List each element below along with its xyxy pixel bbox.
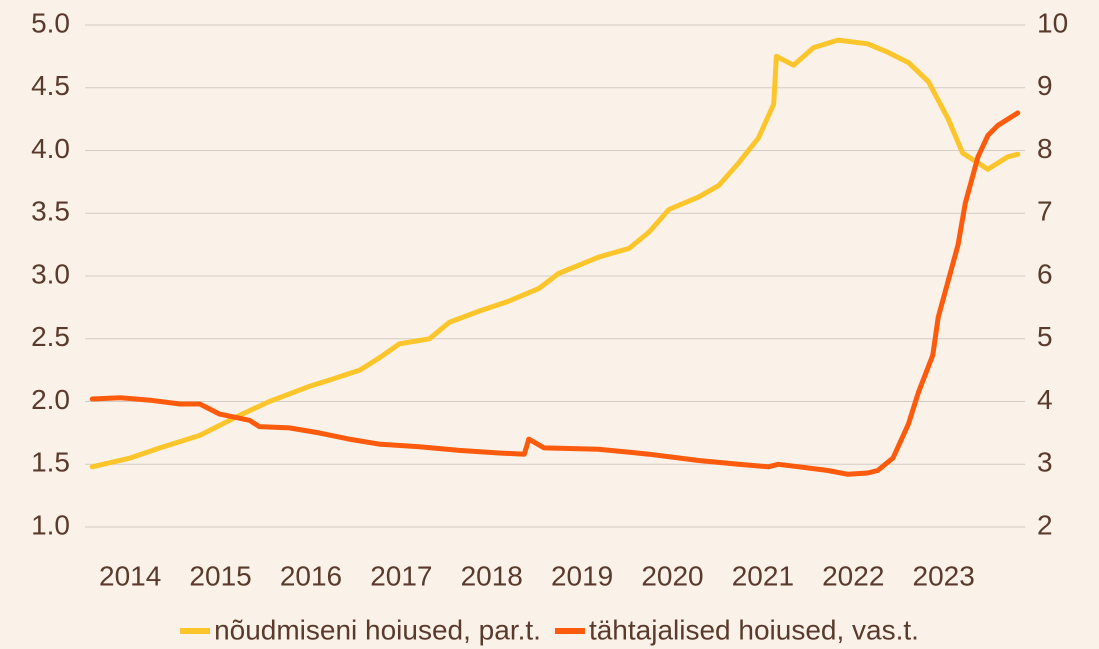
y-tick-label: 2.0	[31, 384, 70, 415]
line-series	[89, 110, 1021, 477]
y2-tick-label: 5	[1037, 321, 1053, 352]
x-tick-label: 2014	[99, 560, 161, 591]
legend-label: tähtajalised hoiused, vas.t.	[589, 614, 919, 645]
x-tick-label: 2015	[189, 560, 251, 591]
y2-tick-label: 3	[1037, 447, 1053, 478]
y2-tick-label: 9	[1037, 70, 1053, 101]
legend-label: nõudmiseni hoiused, par.t.	[214, 614, 541, 645]
y-tick-label: 5.0	[31, 7, 70, 38]
y2-tick-label: 7	[1037, 196, 1053, 227]
line-series	[89, 37, 1021, 470]
y-tick-label: 2.5	[31, 321, 70, 352]
y-tick-label: 1.5	[31, 447, 70, 478]
y2-tick-label: 2	[1037, 509, 1053, 540]
x-tick-label: 2018	[461, 560, 523, 591]
y2-tick-label: 10	[1037, 7, 1068, 38]
y-tick-label: 3.5	[31, 196, 70, 227]
y-tick-label: 4.5	[31, 70, 70, 101]
y-tick-label: 3.0	[31, 258, 70, 289]
x-tick-label: 2020	[641, 560, 703, 591]
x-tick-label: 2021	[732, 560, 794, 591]
y-tick-label: 1.0	[31, 509, 70, 540]
y2-tick-label: 8	[1037, 133, 1053, 164]
y2-tick-label: 6	[1037, 258, 1053, 289]
x-tick-label: 2016	[280, 560, 342, 591]
y2-tick-label: 4	[1037, 384, 1053, 415]
x-tick-label: 2023	[913, 560, 975, 591]
x-tick-label: 2019	[551, 560, 613, 591]
x-tick-label: 2017	[370, 560, 432, 591]
x-tick-label: 2022	[822, 560, 884, 591]
y-tick-label: 4.0	[31, 133, 70, 164]
